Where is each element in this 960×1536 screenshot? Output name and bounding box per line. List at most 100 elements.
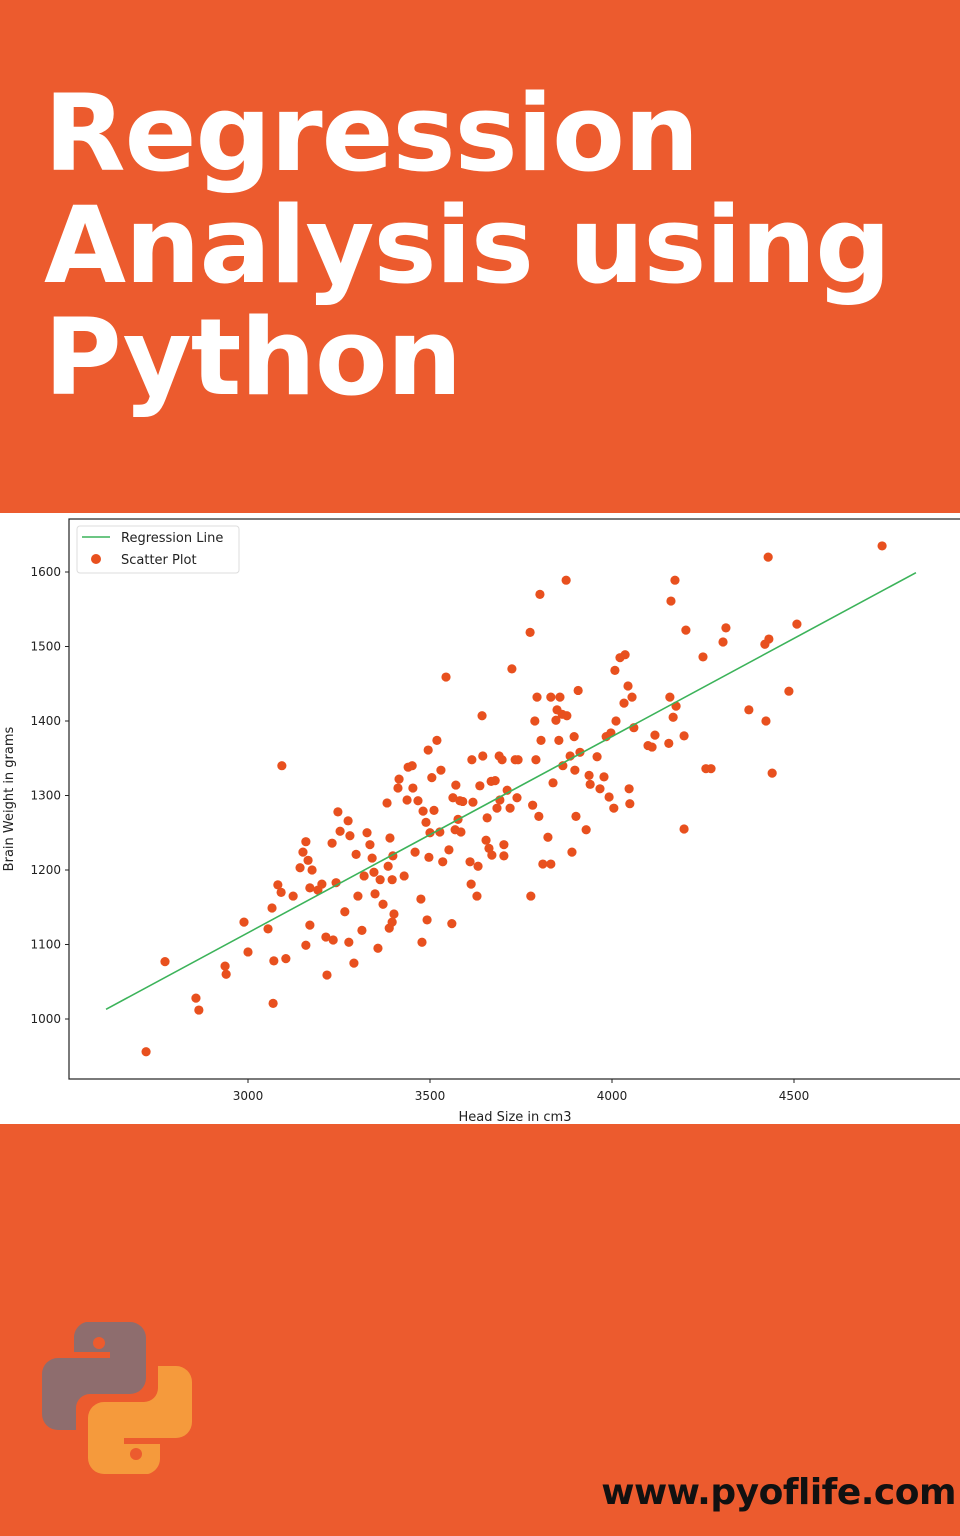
scatter-point — [394, 774, 404, 784]
scatter-point — [546, 692, 556, 702]
python-logo-bottom-snake — [88, 1366, 192, 1474]
scatter-point — [438, 857, 448, 867]
scatter-point — [555, 692, 565, 702]
scatter-point — [562, 711, 572, 721]
scatter-point — [767, 768, 777, 778]
scatter-point — [698, 652, 708, 662]
scatter-point — [571, 811, 581, 821]
scatter-point — [468, 797, 478, 807]
scatter-point — [681, 625, 691, 635]
scatter-point — [507, 664, 517, 674]
scatter-point — [220, 961, 230, 971]
x-tick-label: 4500 — [779, 1089, 810, 1103]
scatter-point — [465, 857, 475, 867]
scatter-point — [668, 712, 678, 722]
python-logo-icon — [42, 1322, 192, 1474]
scatter-point — [194, 1005, 204, 1015]
scatter-point — [569, 732, 579, 742]
scatter-point — [345, 831, 355, 841]
y-tick-label: 1200 — [30, 863, 61, 877]
scatter-point — [599, 772, 609, 782]
scatter-point — [243, 947, 253, 957]
scatter-point — [611, 716, 621, 726]
scatter-point — [305, 883, 315, 893]
scatter-point — [721, 623, 731, 633]
scatter-point — [357, 925, 367, 935]
scatter-point — [407, 761, 417, 771]
x-tick-label: 3000 — [233, 1089, 264, 1103]
y-axis-label: Brain Weight in grams — [2, 726, 17, 871]
scatter-point — [451, 780, 461, 790]
title-line-1: Regression — [44, 72, 699, 195]
scatter-point — [413, 796, 423, 806]
scatter-point — [432, 735, 442, 745]
scatter-point — [424, 852, 434, 862]
scatter-point — [534, 811, 544, 821]
scatter-point — [410, 847, 420, 857]
scatter-point — [744, 705, 754, 715]
scatter-point — [477, 711, 487, 721]
scatter-point — [567, 847, 577, 857]
scatter-point — [370, 889, 380, 899]
scatter-point — [670, 575, 680, 585]
scatter-point — [322, 970, 332, 980]
scatter-point — [276, 887, 286, 897]
scatter-point — [499, 851, 509, 861]
y-tick-label: 1500 — [30, 640, 61, 654]
y-tick-label: 1400 — [30, 714, 61, 728]
scatter-point — [373, 943, 383, 953]
scatter-point — [784, 686, 794, 696]
scatter-point — [191, 993, 201, 1003]
website-url: www.pyoflife.com — [601, 1472, 956, 1513]
scatter-point — [610, 665, 620, 675]
scatter-point — [650, 730, 660, 740]
scatter-point — [417, 937, 427, 947]
scatter-point — [399, 871, 409, 881]
scatter-point — [623, 681, 633, 691]
page-title: Regression Analysis using Python — [44, 72, 891, 414]
scatter-point — [321, 932, 331, 942]
legend-point-swatch — [91, 554, 101, 564]
legend-label-regression: Regression Line — [121, 531, 223, 546]
scatter-point — [458, 796, 468, 807]
scatter-point — [416, 894, 426, 904]
scatter-point — [273, 880, 283, 890]
regression-line — [105, 571, 917, 1010]
scatter-point — [481, 835, 491, 845]
scatter-point — [335, 826, 345, 836]
scatter-point — [466, 879, 476, 889]
scatter-point — [367, 853, 377, 863]
scatter-point — [317, 879, 327, 889]
scatter-point — [609, 803, 619, 813]
scatter-point — [492, 803, 502, 813]
scatter-point — [573, 685, 583, 696]
scatter-point — [627, 692, 637, 702]
scatter-point — [581, 825, 591, 835]
scatter-point — [343, 816, 353, 826]
scatter-point — [351, 849, 361, 859]
scatter-point — [604, 792, 614, 802]
scatter-point — [620, 650, 630, 660]
scatter-point — [487, 850, 497, 860]
scatter-point — [595, 784, 605, 794]
scatter-point — [532, 692, 542, 702]
scatter-point — [763, 552, 773, 562]
scatter-point — [385, 833, 395, 843]
scatter-point — [333, 807, 343, 817]
scatter-point — [647, 742, 657, 752]
scatter-point — [331, 878, 341, 888]
scatter-point — [543, 832, 553, 842]
scatter-point — [548, 778, 558, 788]
chart-svg: 1000 1100 1200 1300 1400 1500 1600 3000 3500 400… — [2, 518, 960, 1125]
scatter-point — [269, 956, 279, 966]
scatter-point — [221, 969, 231, 979]
scatter-point — [475, 781, 485, 791]
scatter-point — [546, 859, 556, 869]
scatter-point — [387, 917, 397, 927]
python-logo-top-eye — [93, 1337, 105, 1349]
scatter-point — [305, 920, 315, 930]
legend: Regression Line Scatter Plot — [76, 525, 240, 574]
scatter-point — [141, 1047, 151, 1057]
scatter-point — [362, 828, 372, 838]
scatter-point — [408, 783, 418, 793]
